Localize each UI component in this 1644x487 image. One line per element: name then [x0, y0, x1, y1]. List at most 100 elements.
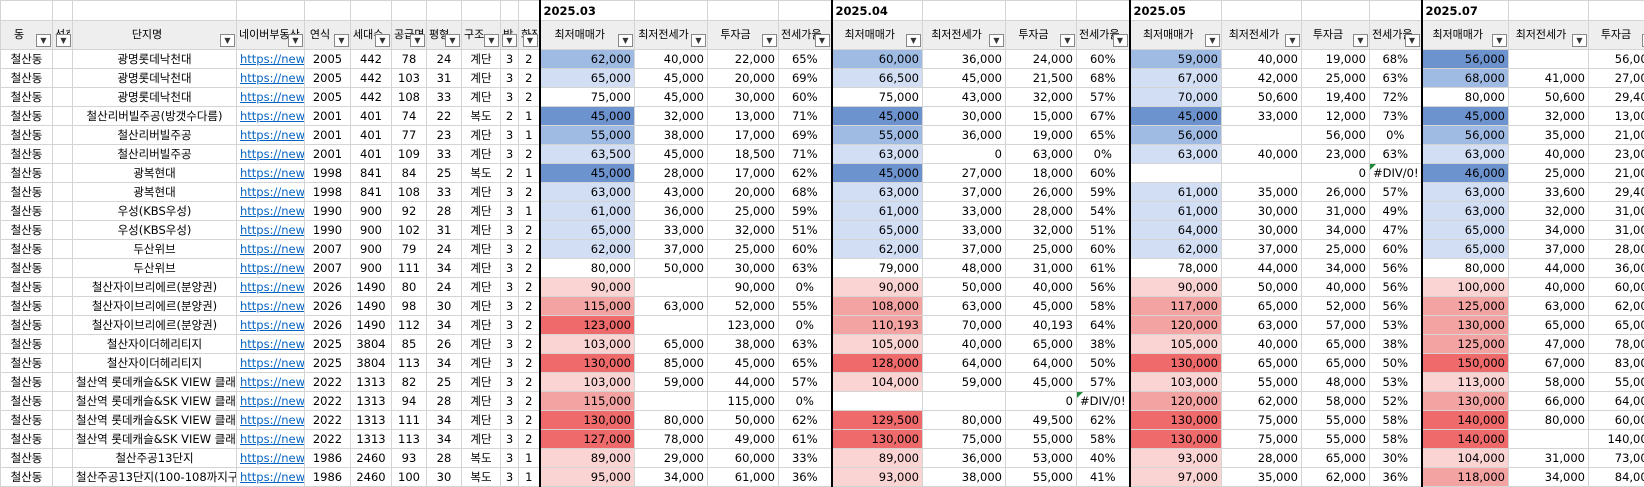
complex-name-cell[interactable]: 철산역 롯데캐슬&SK VIEW 클래스티지	[73, 430, 237, 449]
min-jeonse-price-cell[interactable]: 30,000	[1222, 221, 1302, 240]
min-sale-price-cell[interactable]: 125,000	[1422, 335, 1509, 354]
min-jeonse-price-cell[interactable]	[635, 392, 708, 411]
jeonse-ratio-cell[interactable]: 68%	[779, 183, 832, 202]
households-cell[interactable]: 841	[351, 183, 392, 202]
min-sale-price-cell[interactable]: 140,000	[1422, 430, 1509, 449]
min-sale-price-cell[interactable]: 65,000	[540, 69, 635, 88]
min-sale-price-cell[interactable]: 68,000	[1422, 69, 1509, 88]
supply-area-cell[interactable]: 92	[392, 202, 427, 221]
min-jeonse-price-cell[interactable]: 50,000	[635, 259, 708, 278]
structure-cell[interactable]: 계단	[462, 411, 501, 430]
jeonse-ratio-cell[interactable]: 63%	[779, 259, 832, 278]
min-sale-price-cell[interactable]: 60,000	[832, 50, 923, 69]
jeonse-ratio-cell[interactable]: 59%	[1077, 183, 1130, 202]
complex-name-cell[interactable]: 철산자이더헤리티지	[73, 335, 237, 354]
investment-cell[interactable]: 65,000	[1302, 449, 1370, 468]
bathrooms-cell[interactable]: 2	[519, 411, 540, 430]
year-built-cell[interactable]: 1986	[305, 449, 351, 468]
year-built-cell[interactable]: 2001	[305, 145, 351, 164]
naver-link-cell[interactable]: https://new.la	[237, 430, 305, 449]
min-jeonse-price-cell[interactable]	[1222, 164, 1302, 183]
complex-name-cell[interactable]: 철산주공13단지	[73, 449, 237, 468]
min-jeonse-price-cell[interactable]: 40,000	[1222, 335, 1302, 354]
min-jeonse-price-cell[interactable]: 40,000	[1509, 278, 1589, 297]
year-built-header[interactable]: 연식▼	[305, 21, 351, 50]
preference-cell[interactable]	[53, 69, 73, 88]
bathrooms-cell[interactable]: 2	[519, 183, 540, 202]
pyeong-cell[interactable]: 34	[427, 411, 462, 430]
min-jeonse-price-header[interactable]: 최저전세가▼	[1222, 21, 1302, 50]
min-jeonse-price-cell[interactable]: 50,600	[1509, 88, 1589, 107]
naver-link[interactable]: https://new.la	[240, 470, 305, 484]
min-sale-price-cell[interactable]: 70,000	[1130, 88, 1222, 107]
households-cell[interactable]: 401	[351, 126, 392, 145]
structure-cell[interactable]: 계단	[462, 259, 501, 278]
jeonse-ratio-cell[interactable]: 60%	[1077, 164, 1130, 183]
naver-link[interactable]: https://new.la	[240, 109, 305, 123]
pyeong-cell[interactable]: 33	[427, 88, 462, 107]
investment-cell[interactable]: 65,000	[1006, 335, 1077, 354]
naver-link[interactable]: https://new.la	[240, 299, 305, 313]
households-cell[interactable]: 1313	[351, 411, 392, 430]
min-jeonse-price-cell[interactable]: 63,000	[1509, 297, 1589, 316]
min-sale-price-cell[interactable]: 130,000	[1422, 392, 1509, 411]
bathrooms-cell[interactable]: 1	[519, 126, 540, 145]
jeonse-ratio-header[interactable]: 전세가율▼	[1370, 21, 1422, 50]
bathrooms-cell[interactable]: 1	[519, 107, 540, 126]
min-jeonse-price-cell[interactable]: 78,000	[635, 430, 708, 449]
supply-area-cell[interactable]: 79	[392, 240, 427, 259]
min-jeonse-price-cell[interactable]: 67,000	[1509, 354, 1589, 373]
investment-cell[interactable]: 44,000	[708, 373, 779, 392]
bathrooms-cell[interactable]: 1	[519, 468, 540, 487]
filter-dropdown-icon[interactable]: ▼	[36, 34, 51, 47]
bathrooms-cell[interactable]: 2	[519, 88, 540, 107]
year-built-cell[interactable]: 2001	[305, 107, 351, 126]
naver-link-cell[interactable]: https://new.la	[237, 259, 305, 278]
preference-cell[interactable]	[53, 259, 73, 278]
filter-dropdown-icon[interactable]: ▼	[288, 34, 303, 47]
rooms-cell[interactable]: 3	[501, 392, 519, 411]
structure-cell[interactable]: 계단	[462, 335, 501, 354]
households-cell[interactable]: 1490	[351, 278, 392, 297]
jeonse-ratio-cell[interactable]: 69%	[779, 69, 832, 88]
households-cell[interactable]: 401	[351, 145, 392, 164]
pyeong-cell[interactable]: 30	[427, 468, 462, 487]
jeonse-ratio-cell[interactable]: 50%	[1370, 354, 1422, 373]
investment-cell[interactable]: 62,000	[1302, 468, 1370, 487]
preference-cell[interactable]	[53, 221, 73, 240]
jeonse-ratio-cell[interactable]: 51%	[1077, 221, 1130, 240]
jeonse-ratio-cell[interactable]: 52%	[1370, 392, 1422, 411]
complex-name-cell[interactable]: 두산위브	[73, 240, 237, 259]
complex-name-cell[interactable]: 철산자이브리에르(분양권)	[73, 297, 237, 316]
min-jeonse-price-cell[interactable]: 28,000	[1222, 449, 1302, 468]
min-jeonse-price-cell[interactable]: 44,000	[1222, 259, 1302, 278]
preference-cell[interactable]	[53, 316, 73, 335]
households-cell[interactable]: 1313	[351, 373, 392, 392]
min-sale-price-cell[interactable]: 62,000	[540, 240, 635, 259]
rooms-cell[interactable]: 3	[501, 69, 519, 88]
naver-link-cell[interactable]: https://new.la	[237, 373, 305, 392]
households-cell[interactable]: 3804	[351, 335, 392, 354]
min-sale-price-cell[interactable]: 130,000	[540, 354, 635, 373]
min-sale-price-cell[interactable]: 115,000	[540, 392, 635, 411]
complex-name-cell[interactable]: 두산위브	[73, 259, 237, 278]
investment-cell[interactable]: 58,000	[1302, 392, 1370, 411]
min-jeonse-price-cell[interactable]: 65,000	[1509, 316, 1589, 335]
filter-dropdown-icon[interactable]: ▼	[1572, 34, 1587, 47]
investment-cell[interactable]: 63,000	[1006, 145, 1077, 164]
min-sale-price-cell[interactable]: 75,000	[832, 88, 923, 107]
investment-header[interactable]: 투자금▼	[1302, 21, 1370, 50]
min-jeonse-price-cell[interactable]: 35,000	[1222, 183, 1302, 202]
min-jeonse-price-cell[interactable]: 43,000	[923, 88, 1006, 107]
empty-cell[interactable]	[1077, 1, 1130, 21]
dong-cell[interactable]: 철산동	[1, 411, 53, 430]
jeonse-ratio-cell[interactable]: 59%	[779, 202, 832, 221]
min-jeonse-price-cell[interactable]: 31,000	[1509, 449, 1589, 468]
jeonse-ratio-cell[interactable]: 53%	[1370, 373, 1422, 392]
structure-cell[interactable]: 복도	[462, 107, 501, 126]
min-jeonse-price-cell[interactable]: 37,000	[1222, 240, 1302, 259]
filter-dropdown-icon[interactable]: ▼	[815, 34, 830, 47]
year-built-cell[interactable]: 1990	[305, 221, 351, 240]
structure-cell[interactable]: 계단	[462, 373, 501, 392]
filter-dropdown-icon[interactable]: ▼	[56, 34, 71, 47]
